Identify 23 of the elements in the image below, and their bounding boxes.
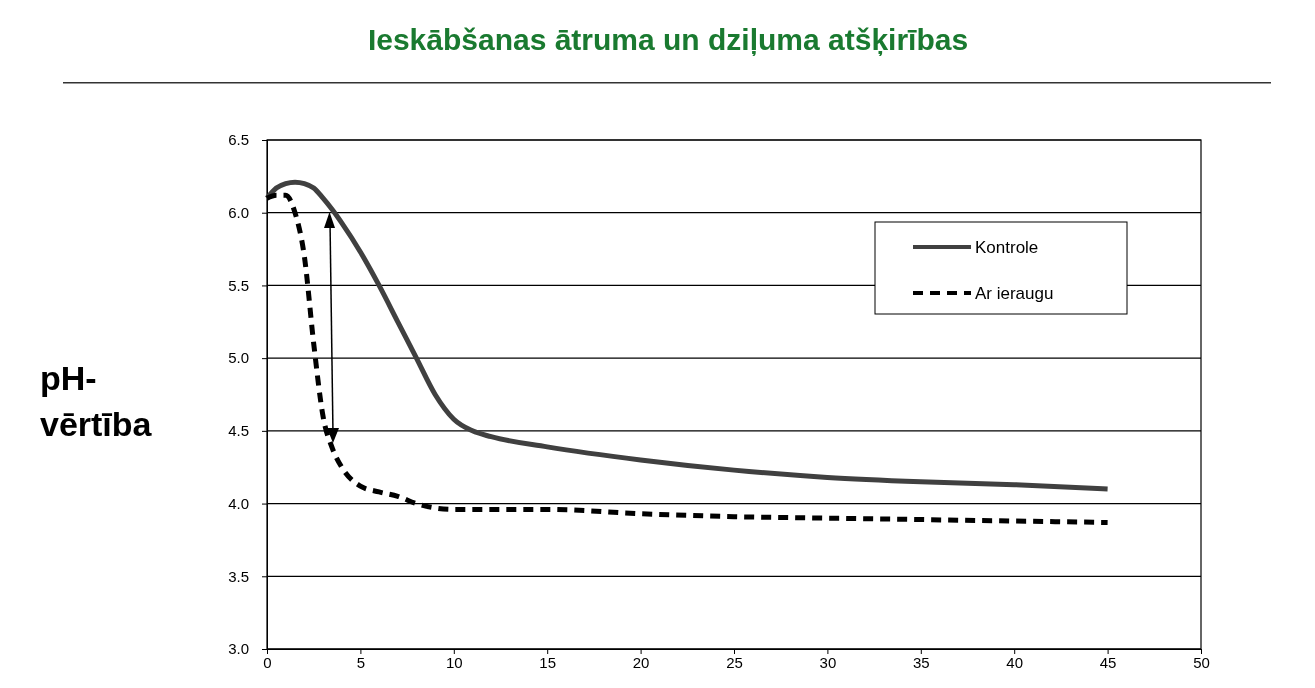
y-tick-label: 6.5 bbox=[228, 131, 249, 149]
y-tick-label: 3.5 bbox=[228, 567, 249, 585]
y-tick-label: 5.0 bbox=[228, 349, 249, 367]
legend-label: Kontrole bbox=[975, 238, 1039, 257]
x-tick-label: 5 bbox=[356, 653, 366, 671]
chart-title: Ieskābšanas ātruma un dziļuma atšķirības bbox=[367, 23, 969, 56]
y-tick-label: 4.0 bbox=[228, 494, 249, 512]
x-tick-label: 25 bbox=[726, 653, 743, 671]
x-tick-label: 30 bbox=[819, 653, 837, 671]
x-tick-label: 50 bbox=[1193, 653, 1210, 671]
y-axis-title: pH-vērtība bbox=[40, 359, 153, 443]
x-tick-label: 10 bbox=[445, 653, 463, 671]
legend-label: Ar ieraugu bbox=[975, 284, 1054, 303]
y-tick-label: 3.0 bbox=[228, 640, 249, 658]
x-tick-label: 40 bbox=[1006, 653, 1024, 671]
y-tick-label: 5.5 bbox=[228, 276, 249, 294]
x-tick-label: 20 bbox=[632, 653, 650, 671]
y-tick-label: 6.0 bbox=[228, 204, 249, 222]
x-tick-label: 45 bbox=[1099, 653, 1117, 671]
y-tick-label: 4.5 bbox=[228, 422, 249, 440]
x-tick-label: 15 bbox=[539, 653, 557, 671]
x-tick-label: 35 bbox=[912, 653, 930, 671]
x-tick-label: 0 bbox=[263, 653, 272, 671]
